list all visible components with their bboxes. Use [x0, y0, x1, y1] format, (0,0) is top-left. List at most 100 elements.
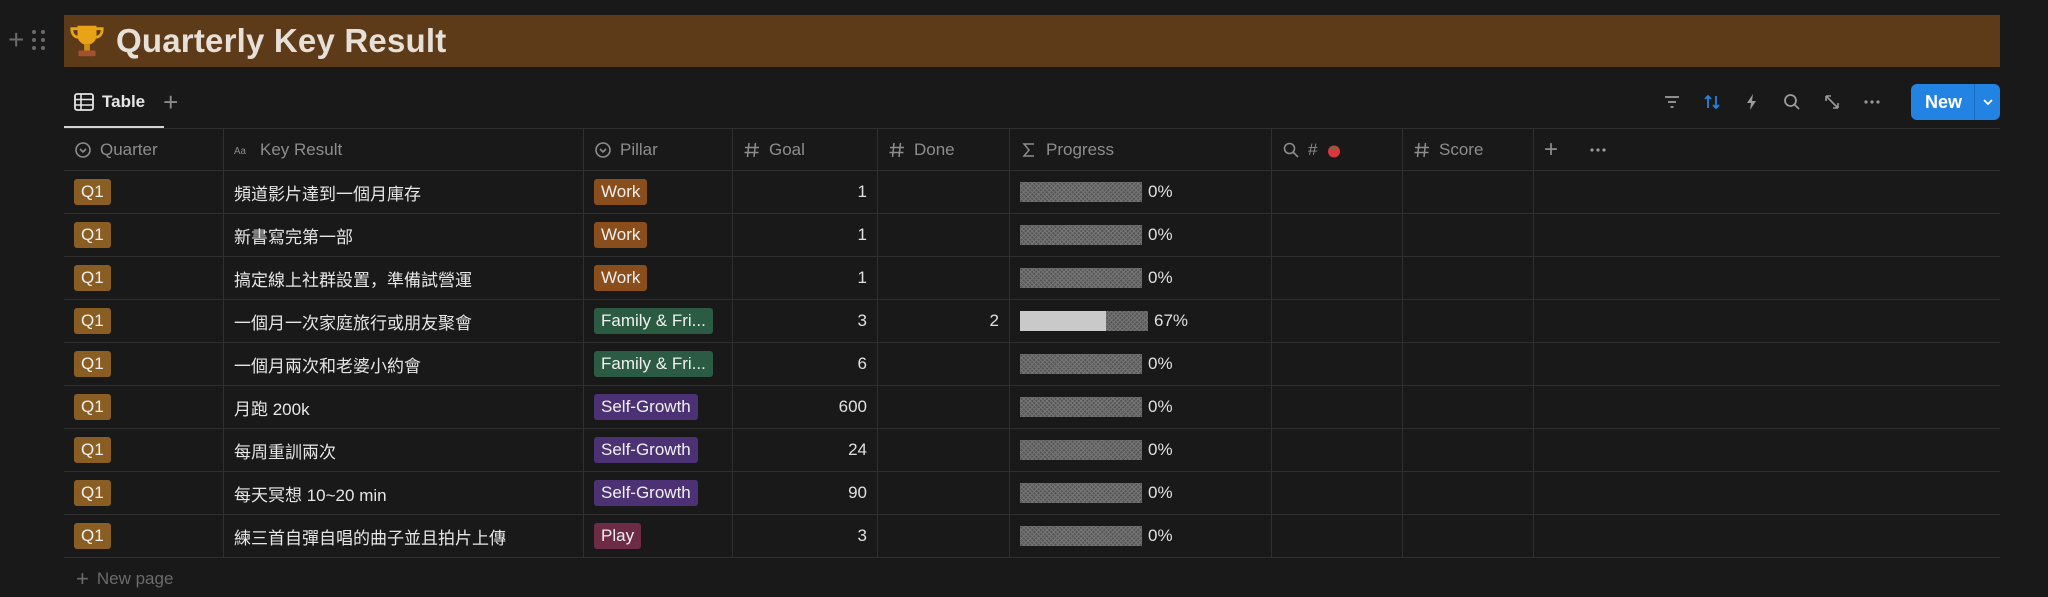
cell-pillar[interactable]: Family & Fri...	[584, 343, 733, 385]
more-options-icon[interactable]	[1588, 140, 1608, 160]
drag-handle-icon[interactable]	[32, 30, 46, 50]
cell-done[interactable]: 2	[878, 300, 1010, 342]
cell-score[interactable]	[1403, 300, 1534, 342]
cell-done[interactable]	[878, 214, 1010, 256]
cell-quarter[interactable]: Q1	[64, 429, 224, 471]
cell-score[interactable]	[1403, 214, 1534, 256]
cell-done[interactable]	[878, 429, 1010, 471]
cell-tomato[interactable]	[1272, 515, 1403, 557]
cell-tomato[interactable]	[1272, 257, 1403, 299]
expand-icon[interactable]	[1821, 91, 1843, 113]
column-header-goal[interactable]: Goal	[733, 129, 878, 170]
cell-tomato[interactable]	[1272, 386, 1403, 428]
cell-score[interactable]	[1403, 171, 1534, 213]
cell-key-result[interactable]: 月跑 200k	[224, 386, 584, 428]
cell-pillar[interactable]: Family & Fri...	[584, 300, 733, 342]
cell-tomato[interactable]	[1272, 300, 1403, 342]
column-header-score[interactable]: Score	[1403, 129, 1534, 170]
cell-tomato[interactable]	[1272, 429, 1403, 471]
cell-done[interactable]	[878, 257, 1010, 299]
column-header-quarter[interactable]: Quarter	[64, 129, 224, 170]
new-button[interactable]: New	[1910, 84, 1974, 120]
tab-table-view[interactable]: Table	[64, 84, 155, 120]
table-row[interactable]: Q1 搞定線上社群設置，準備試營運 Work 1 0%	[64, 257, 2000, 300]
column-header-done[interactable]: Done	[878, 129, 1010, 170]
cell-tomato[interactable]	[1272, 472, 1403, 514]
cell-pillar[interactable]: Self-Growth	[584, 386, 733, 428]
cell-goal[interactable]: 1	[733, 257, 878, 299]
cell-key-result[interactable]: 練三首自彈自唱的曲子並且拍片上傳	[224, 515, 584, 557]
cell-done[interactable]	[878, 472, 1010, 514]
cell-goal[interactable]: 1	[733, 214, 878, 256]
column-header-progress[interactable]: Progress	[1010, 129, 1272, 170]
cell-goal[interactable]: 24	[733, 429, 878, 471]
cell-tomato[interactable]	[1272, 171, 1403, 213]
table-row[interactable]: Q1 一個月一次家庭旅行或朋友聚會 Family & Fri... 3 2 67…	[64, 300, 2000, 343]
cell-pillar[interactable]: Self-Growth	[584, 472, 733, 514]
quarter-tag: Q1	[74, 179, 111, 205]
column-header-tomato[interactable]: #	[1272, 129, 1403, 170]
cell-quarter[interactable]: Q1	[64, 214, 224, 256]
cell-quarter[interactable]: Q1	[64, 515, 224, 557]
cell-key-result[interactable]: 每天冥想 10~20 min	[224, 472, 584, 514]
cell-empty	[1534, 171, 2000, 213]
cell-key-result[interactable]: 新書寫完第一部	[224, 214, 584, 256]
column-header-key-result[interactable]: Aa Key Result	[224, 129, 584, 170]
add-block-icon[interactable]: +	[8, 24, 25, 55]
cell-goal[interactable]: 600	[733, 386, 878, 428]
cell-pillar[interactable]: Self-Growth	[584, 429, 733, 471]
sort-icon[interactable]	[1701, 91, 1723, 113]
cell-score[interactable]	[1403, 343, 1534, 385]
cell-tomato[interactable]	[1272, 343, 1403, 385]
table-row[interactable]: Q1 新書寫完第一部 Work 1 0%	[64, 214, 2000, 257]
cell-goal[interactable]: 1	[733, 171, 878, 213]
more-options-icon[interactable]	[1861, 91, 1883, 113]
cell-done[interactable]	[878, 386, 1010, 428]
cell-key-result[interactable]: 一個月兩次和老婆小約會	[224, 343, 584, 385]
new-dropdown-button[interactable]	[1974, 84, 2000, 120]
cell-key-result[interactable]: 每周重訓兩次	[224, 429, 584, 471]
cell-quarter[interactable]: Q1	[64, 171, 224, 213]
key-results-table: Quarter Aa Key Result Pillar Goal Done P…	[64, 128, 2000, 558]
table-row[interactable]: Q1 一個月兩次和老婆小約會 Family & Fri... 6 0%	[64, 343, 2000, 386]
add-view-icon[interactable]: +	[163, 87, 179, 117]
cell-key-result[interactable]: 一個月一次家庭旅行或朋友聚會	[224, 300, 584, 342]
table-row[interactable]: Q1 每周重訓兩次 Self-Growth 24 0%	[64, 429, 2000, 472]
cell-goal[interactable]: 90	[733, 472, 878, 514]
cell-score[interactable]	[1403, 386, 1534, 428]
cell-done[interactable]	[878, 343, 1010, 385]
cell-progress: 0%	[1010, 343, 1272, 385]
column-header-pillar[interactable]: Pillar	[584, 129, 733, 170]
cell-pillar[interactable]: Work	[584, 214, 733, 256]
table-row[interactable]: Q1 月跑 200k Self-Growth 600 0%	[64, 386, 2000, 429]
table-row[interactable]: Q1 頻道影片達到一個月庫存 Work 1 0%	[64, 171, 2000, 214]
cell-score[interactable]	[1403, 429, 1534, 471]
cell-quarter[interactable]: Q1	[64, 343, 224, 385]
search-icon[interactable]	[1781, 91, 1803, 113]
cell-score[interactable]	[1403, 257, 1534, 299]
cell-done[interactable]	[878, 171, 1010, 213]
cell-goal[interactable]: 6	[733, 343, 878, 385]
new-page-button[interactable]: + New page	[76, 566, 174, 591]
cell-pillar[interactable]: Work	[584, 171, 733, 213]
cell-done[interactable]	[878, 515, 1010, 557]
add-property-icon[interactable]: +	[1544, 135, 1559, 163]
cell-key-result[interactable]: 搞定線上社群設置，準備試營運	[224, 257, 584, 299]
cell-goal[interactable]: 3	[733, 515, 878, 557]
cell-goal[interactable]: 3	[733, 300, 878, 342]
automation-bolt-icon[interactable]	[1741, 91, 1763, 113]
cell-progress: 0%	[1010, 386, 1272, 428]
cell-pillar[interactable]: Work	[584, 257, 733, 299]
cell-pillar[interactable]: Play	[584, 515, 733, 557]
cell-quarter[interactable]: Q1	[64, 472, 224, 514]
filter-icon[interactable]	[1661, 91, 1683, 113]
cell-quarter[interactable]: Q1	[64, 300, 224, 342]
table-row[interactable]: Q1 每天冥想 10~20 min Self-Growth 90 0%	[64, 472, 2000, 515]
cell-score[interactable]	[1403, 472, 1534, 514]
cell-tomato[interactable]	[1272, 214, 1403, 256]
cell-quarter[interactable]: Q1	[64, 257, 224, 299]
table-row[interactable]: Q1 練三首自彈自唱的曲子並且拍片上傳 Play 3 0%	[64, 515, 2000, 558]
cell-key-result[interactable]: 頻道影片達到一個月庫存	[224, 171, 584, 213]
cell-quarter[interactable]: Q1	[64, 386, 224, 428]
cell-score[interactable]	[1403, 515, 1534, 557]
